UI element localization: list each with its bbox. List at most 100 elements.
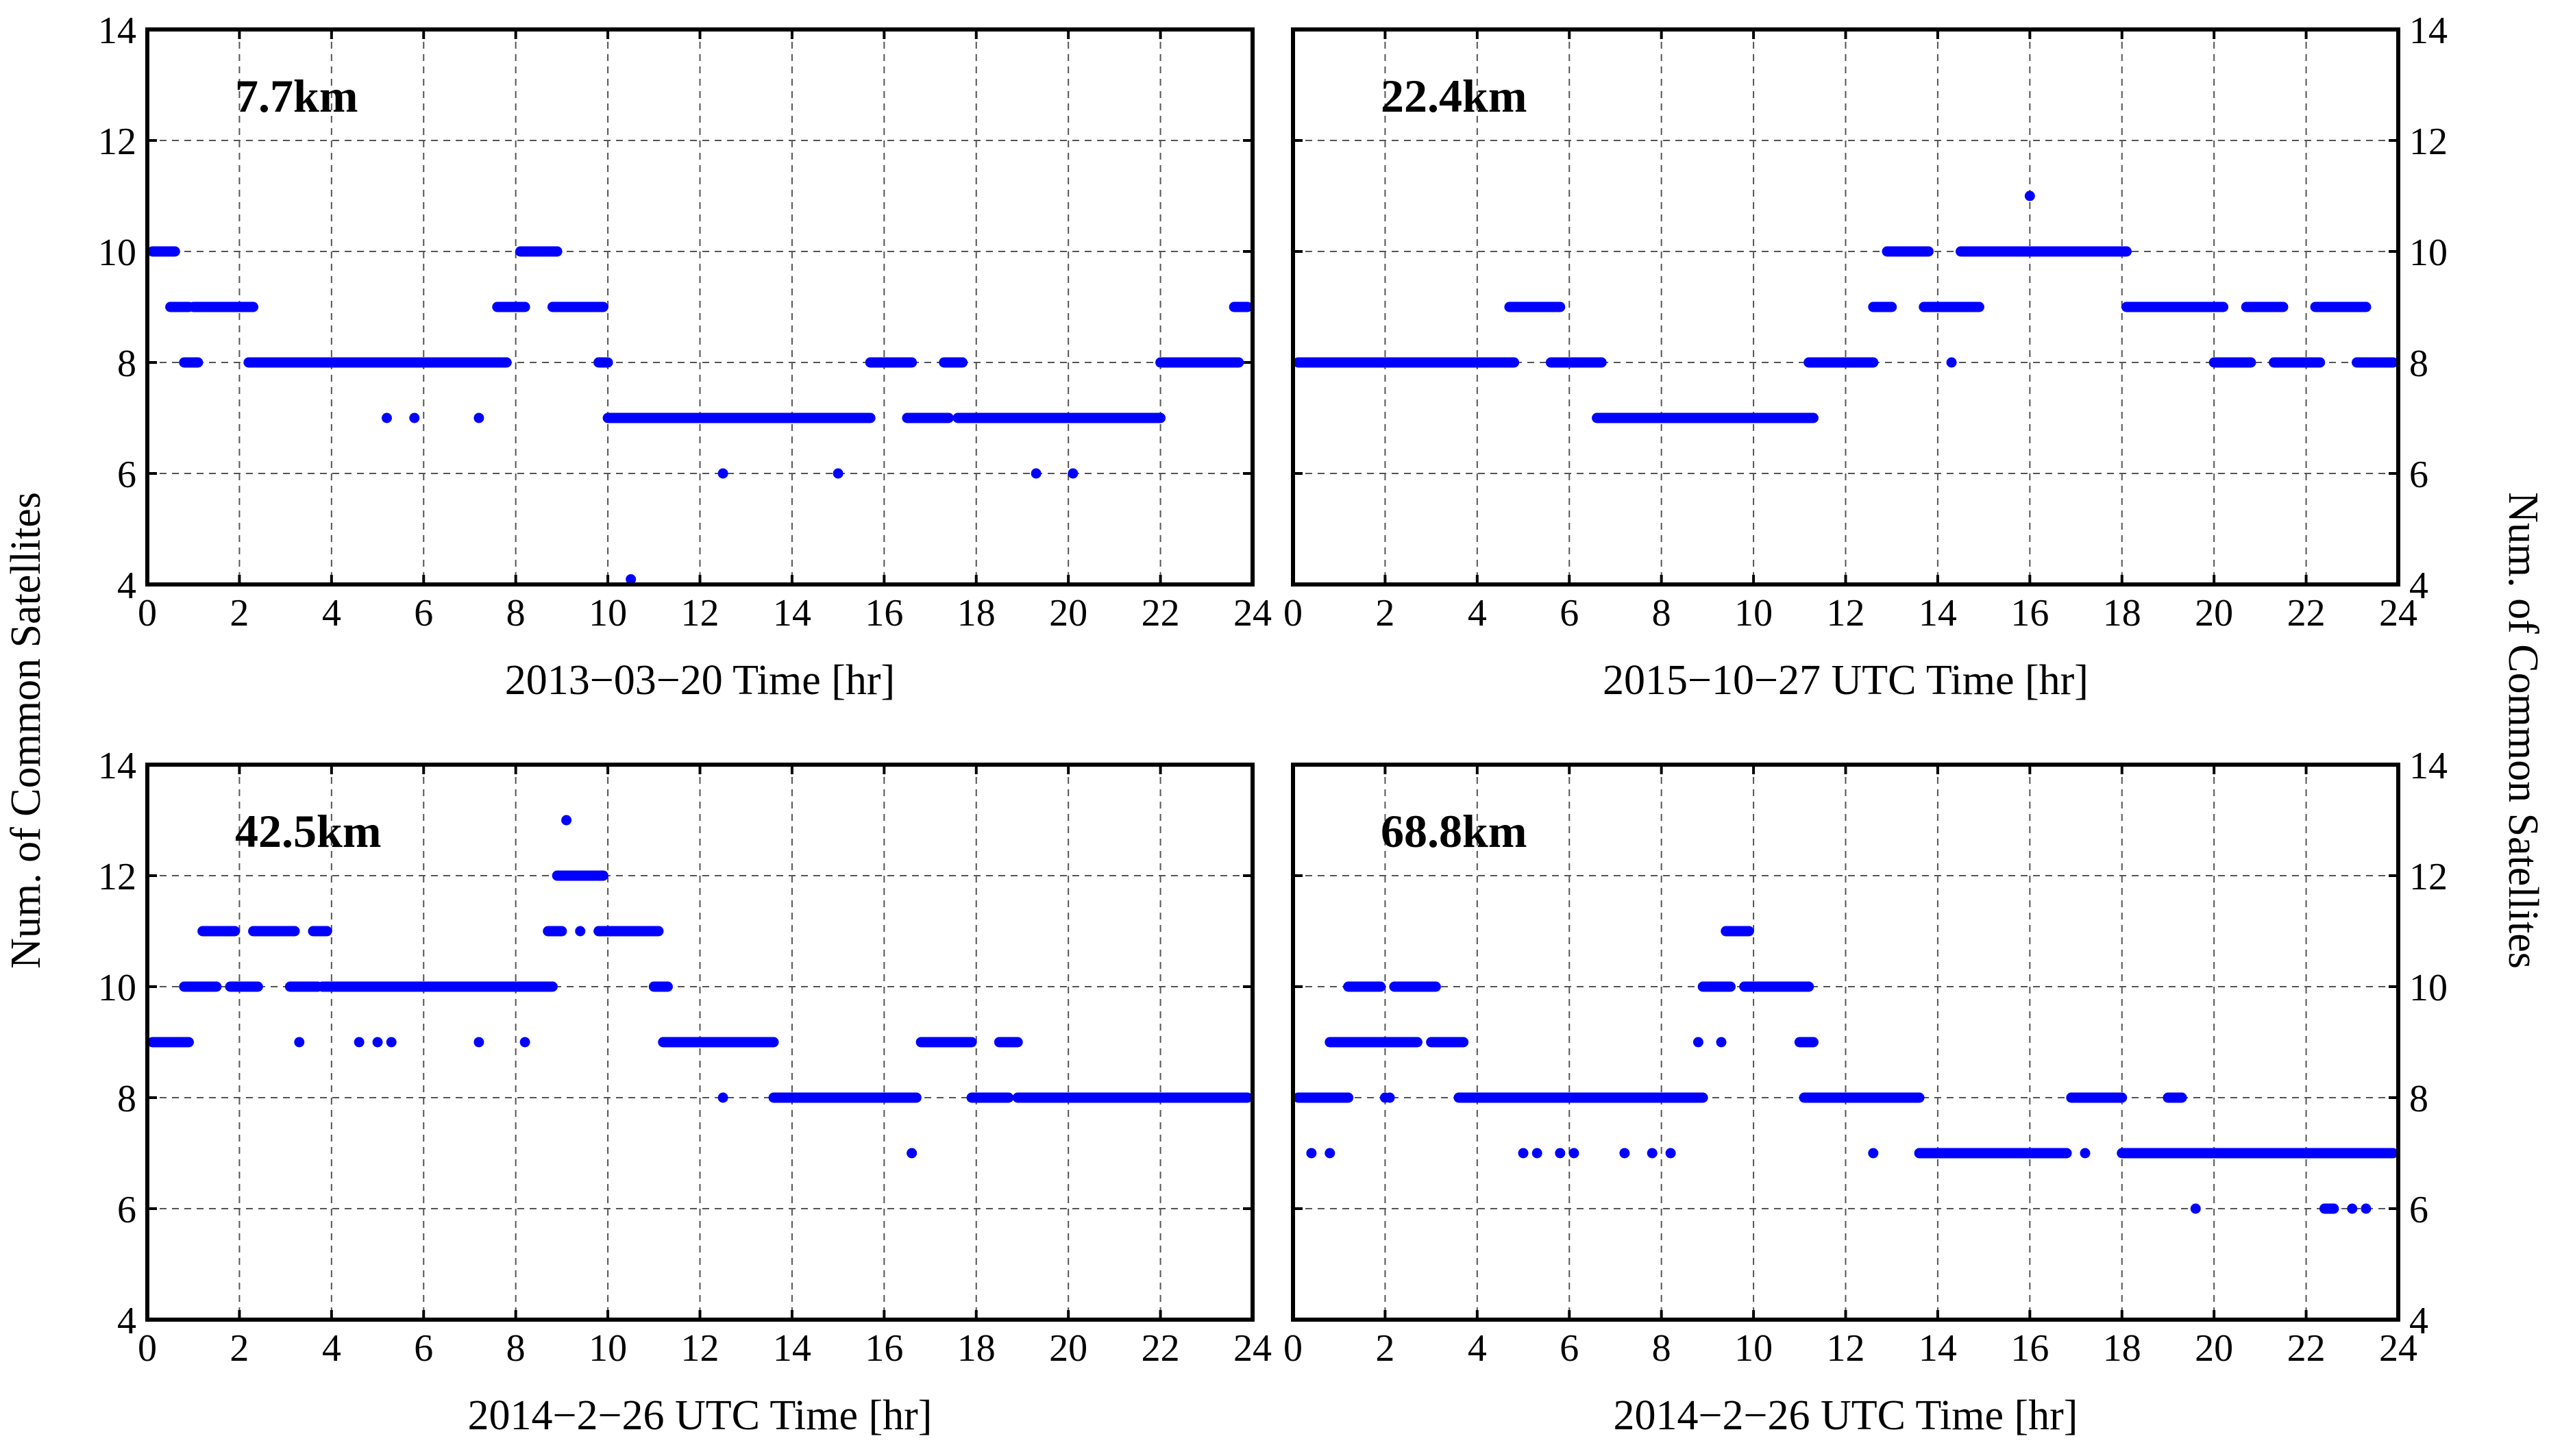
x-tick-label: 2 [1375, 592, 1394, 634]
y-tick-label: 4 [2409, 565, 2428, 607]
data-point [381, 412, 392, 423]
x-tick-label: 20 [1049, 1327, 1087, 1370]
x-tick-label: 10 [589, 1327, 627, 1370]
data-point [1619, 1148, 1630, 1159]
y-tick-label: 6 [117, 454, 136, 496]
x-tick-label: 14 [1919, 1327, 1957, 1370]
baseline-distance-label: 68.8km [1381, 805, 1527, 857]
data-point [2324, 1203, 2335, 1214]
y-tick-label: 10 [98, 232, 136, 274]
y-tick-label: 12 [2409, 121, 2448, 163]
data-point [2347, 1203, 2358, 1214]
panel-bottom-right: 0 2 4 6 8 10 12 14 16 18 20 22 2446810121468.8km2014… [1283, 745, 2448, 1439]
data-point [1692, 1037, 1703, 1048]
x-tick-label: 12 [681, 1327, 719, 1370]
x-tick-label: 16 [865, 1327, 903, 1370]
x-tick-label: 16 [865, 592, 903, 634]
data-point [1868, 1148, 1879, 1159]
y-tick-label: 14 [98, 745, 136, 787]
data-point [2024, 190, 2035, 201]
x-tick-label: 10 [1734, 592, 1773, 634]
x-tick-label: 0 [138, 1327, 157, 1370]
x-tick-label: 20 [2195, 592, 2233, 634]
plot-frame [1291, 763, 2400, 1322]
data-point [575, 926, 586, 937]
data-point [2361, 1203, 2372, 1214]
x-tick-label: 18 [2103, 592, 2141, 634]
x-tick-label: 12 [681, 592, 719, 634]
x-tick-label: 8 [506, 592, 526, 634]
panel-top-left: 0 2 4 6 8 10 12 14 16 18 20 22 244681012147.7km2013−… [98, 10, 1272, 704]
y-tick-label: 12 [2409, 856, 2448, 898]
x-tick-label: 16 [2010, 1327, 2049, 1370]
x-tick-label: 10 [589, 592, 627, 634]
data-point [907, 1148, 918, 1159]
data-point [294, 1037, 305, 1048]
y-tick-label: 12 [98, 121, 136, 163]
x-tick-label: 4 [322, 592, 341, 634]
data-point [473, 412, 484, 423]
x-tick-label: 18 [957, 592, 996, 634]
data-point [1555, 1148, 1566, 1159]
x-tick-label: 2 [230, 1327, 249, 1370]
y-tick-label: 4 [2409, 1300, 2428, 1342]
data-point [372, 1037, 383, 1048]
x-tick-label: 20 [1049, 592, 1087, 634]
x-tick-label: 22 [2287, 592, 2326, 634]
x-tick-label: 4 [322, 1327, 341, 1370]
x-tick-label: 24 [2379, 1327, 2417, 1370]
data-point [2190, 1203, 2201, 1214]
x-tick-label: 18 [2103, 1327, 2141, 1370]
x-tick-label: 4 [1468, 1327, 1487, 1370]
y-tick-label: 14 [2409, 745, 2448, 787]
data-point [1946, 357, 1957, 368]
data-point [717, 468, 728, 479]
data-point [717, 1092, 728, 1103]
y-tick-label: 10 [98, 967, 136, 1009]
y-tick-label: 4 [117, 1300, 136, 1342]
x-tick-label: 6 [414, 592, 433, 634]
y-tick-label: 10 [2409, 967, 2448, 1009]
x-tick-label: 22 [1142, 1327, 1180, 1370]
y-tick-label: 4 [117, 565, 136, 607]
data-point [1384, 1092, 1395, 1103]
x-tick-label: 6 [414, 1327, 433, 1370]
x-tick-label: 22 [1142, 592, 1180, 634]
data-point [2080, 1148, 2091, 1159]
x-tick-label: 10 [1734, 1327, 1773, 1370]
x-tick-label: 24 [1233, 1327, 1272, 1370]
x-tick-label: 24 [2379, 592, 2417, 634]
x-tick-label: 14 [773, 1327, 811, 1370]
data-point [1531, 1148, 1542, 1159]
y-tick-label: 6 [2409, 454, 2428, 496]
data-point [1068, 468, 1079, 479]
data-point [1031, 468, 1042, 479]
data-point [626, 574, 637, 584]
x-tick-label: 16 [2010, 592, 2049, 634]
data-point [386, 1037, 397, 1048]
plot-frame [1291, 27, 2400, 587]
x-tick-label: 20 [2195, 1327, 2233, 1370]
x-tick-label: 0 [1283, 592, 1303, 634]
data-point [833, 468, 843, 479]
x-axis-label: 2015−10−27 UTC Time [hr] [1603, 657, 2089, 704]
data-point [409, 412, 420, 423]
data-point [561, 815, 572, 826]
data-point [1568, 1148, 1579, 1159]
x-tick-label: 6 [1560, 592, 1579, 634]
data-point [354, 1037, 365, 1048]
x-tick-label: 14 [773, 592, 811, 634]
x-axis-label: 2013−03−20 Time [hr] [505, 657, 895, 704]
x-tick-label: 8 [1652, 1327, 1671, 1370]
x-tick-label: 4 [1468, 592, 1487, 634]
x-tick-label: 8 [506, 1327, 526, 1370]
y-tick-label: 8 [2409, 1078, 2428, 1120]
x-tick-label: 22 [2287, 1327, 2326, 1370]
y-tick-label: 12 [98, 856, 136, 898]
y-tick-label: 8 [117, 343, 136, 385]
x-tick-label: 24 [1233, 592, 1272, 634]
data-point [519, 1037, 530, 1048]
y-tick-label: 6 [2409, 1189, 2428, 1231]
data-point [1665, 1148, 1676, 1159]
